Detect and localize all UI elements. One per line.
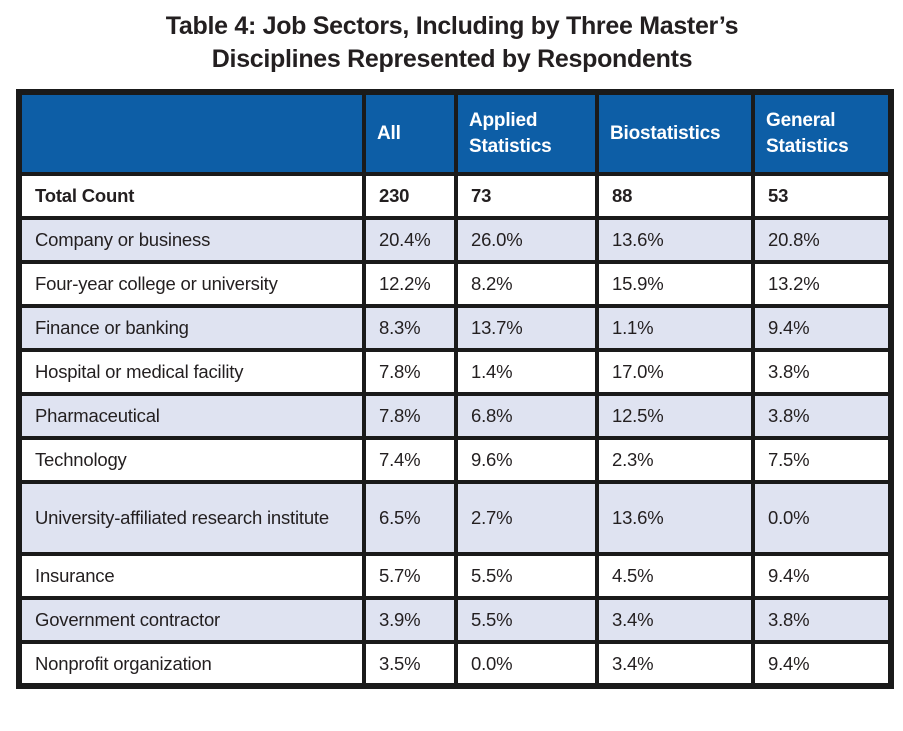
cell-value: 7.4% [362,436,458,484]
cell-value: 13.6% [595,480,755,556]
cell-value: 1.1% [595,304,755,352]
header-row: All Applied Statistics Biostatistics Gen… [17,90,893,176]
cell-value: 8.3% [362,304,458,352]
cell-value: 3.8% [751,392,893,440]
cell-value: 9.6% [454,436,599,484]
row-label: Company or business [17,216,366,264]
cell-value: 73 [454,172,599,220]
table-row-university-affiliated-research: University-affiliated research institute… [17,480,893,556]
table-row-four-year-college: Four-year college or university 12.2% 8.… [17,260,893,308]
table-title-line1: Table 4: Job Sectors, Including by Three… [165,12,739,40]
table-row-pharmaceutical: Pharmaceutical 7.8% 6.8% 12.5% 3.8% [17,392,893,440]
table-title: Table 4: Job Sectors, Including by Three… [16,10,888,76]
row-label: Government contractor [17,596,366,644]
row-label: Technology [17,436,366,484]
cell-value: 13.7% [454,304,599,352]
cell-value: 6.8% [454,392,599,440]
table-row-technology: Technology 7.4% 9.6% 2.3% 7.5% [17,436,893,484]
table-title-line2: Disciplines Represented by Respondents [211,45,693,73]
header-cell-all: All [362,90,458,176]
cell-value: 7.5% [751,436,893,484]
cell-value: 12.2% [362,260,458,308]
cell-value: 3.9% [362,596,458,644]
row-label: Four-year college or university [17,260,366,308]
header-cell-blank [17,90,366,176]
cell-value: 20.8% [751,216,893,264]
table-row-company-or-business: Company or business 20.4% 26.0% 13.6% 20… [17,216,893,264]
cell-value: 2.7% [454,480,599,556]
cell-value: 2.3% [595,436,755,484]
row-label: University-affiliated research institute [17,480,366,556]
cell-value: 15.9% [595,260,755,308]
cell-value: 6.5% [362,480,458,556]
table-row-total-count: Total Count 230 73 88 53 [17,172,893,220]
table-row-nonprofit-organization: Nonprofit organization 3.5% 0.0% 3.4% 9.… [17,640,893,688]
row-label: Insurance [17,552,366,600]
cell-value: 3.8% [751,348,893,396]
cell-value: 3.4% [595,640,755,688]
row-label: Total Count [17,172,366,220]
cell-value: 13.2% [751,260,893,308]
header-cell-general-statistics: General Statistics [751,90,893,176]
cell-value: 13.6% [595,216,755,264]
cell-value: 26.0% [454,216,599,264]
cell-value: 5.7% [362,552,458,600]
cell-value: 3.5% [362,640,458,688]
cell-value: 5.5% [454,552,599,600]
job-sectors-table: All Applied Statistics Biostatistics Gen… [16,89,894,689]
row-label: Nonprofit organization [17,640,366,688]
cell-value: 53 [751,172,893,220]
cell-value: 3.8% [751,596,893,644]
row-label: Finance or banking [17,304,366,352]
table-row-government-contractor: Government contractor 3.9% 5.5% 3.4% 3.8… [17,596,893,644]
cell-value: 17.0% [595,348,755,396]
row-label: Hospital or medical facility [17,348,366,396]
cell-value: 5.5% [454,596,599,644]
cell-value: 7.8% [362,348,458,396]
header-cell-biostatistics: Biostatistics [595,90,755,176]
cell-value: 7.8% [362,392,458,440]
cell-value: 88 [595,172,755,220]
cell-value: 9.4% [751,640,893,688]
cell-value: 9.4% [751,304,893,352]
cell-value: 230 [362,172,458,220]
cell-value: 4.5% [595,552,755,600]
cell-value: 12.5% [595,392,755,440]
cell-value: 1.4% [454,348,599,396]
table-row-hospital-or-medical: Hospital or medical facility 7.8% 1.4% 1… [17,348,893,396]
cell-value: 3.4% [595,596,755,644]
cell-value: 0.0% [751,480,893,556]
cell-value: 9.4% [751,552,893,600]
header-cell-applied-statistics: Applied Statistics [454,90,599,176]
table-row-insurance: Insurance 5.7% 5.5% 4.5% 9.4% [17,552,893,600]
cell-value: 20.4% [362,216,458,264]
cell-value: 8.2% [454,260,599,308]
cell-value: 0.0% [454,640,599,688]
row-label: Pharmaceutical [17,392,366,440]
page: Table 4: Job Sectors, Including by Three… [16,10,894,689]
table-row-finance-or-banking: Finance or banking 8.3% 13.7% 1.1% 9.4% [17,304,893,352]
